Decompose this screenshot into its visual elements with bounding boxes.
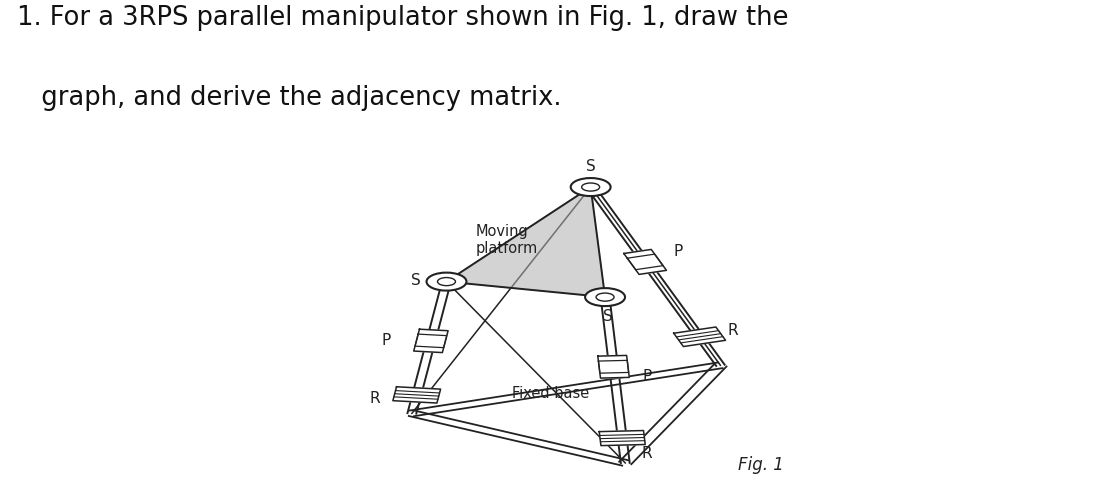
Text: S: S bbox=[410, 272, 420, 287]
Text: graph, and derive the adjacency matrix.: graph, and derive the adjacency matrix. bbox=[17, 85, 561, 111]
Polygon shape bbox=[393, 387, 440, 403]
Text: S: S bbox=[603, 309, 613, 324]
Polygon shape bbox=[624, 250, 667, 274]
Polygon shape bbox=[599, 430, 645, 446]
Text: R: R bbox=[369, 392, 380, 406]
Text: P: P bbox=[381, 334, 391, 348]
Text: Fixed base: Fixed base bbox=[511, 386, 589, 400]
Text: Moving
platform: Moving platform bbox=[476, 224, 538, 256]
Circle shape bbox=[427, 272, 467, 290]
Polygon shape bbox=[598, 356, 629, 378]
Polygon shape bbox=[447, 187, 606, 297]
Text: R: R bbox=[641, 446, 652, 460]
Polygon shape bbox=[674, 327, 725, 346]
Text: R: R bbox=[728, 324, 739, 338]
Text: P: P bbox=[674, 244, 683, 260]
Text: P: P bbox=[642, 370, 651, 384]
Circle shape bbox=[586, 288, 625, 306]
Text: Fig. 1: Fig. 1 bbox=[737, 456, 784, 474]
Polygon shape bbox=[414, 329, 448, 352]
Circle shape bbox=[571, 178, 611, 196]
Text: 1. For a 3RPS parallel manipulator shown in Fig. 1, draw the: 1. For a 3RPS parallel manipulator shown… bbox=[17, 5, 788, 31]
Text: S: S bbox=[586, 158, 596, 174]
